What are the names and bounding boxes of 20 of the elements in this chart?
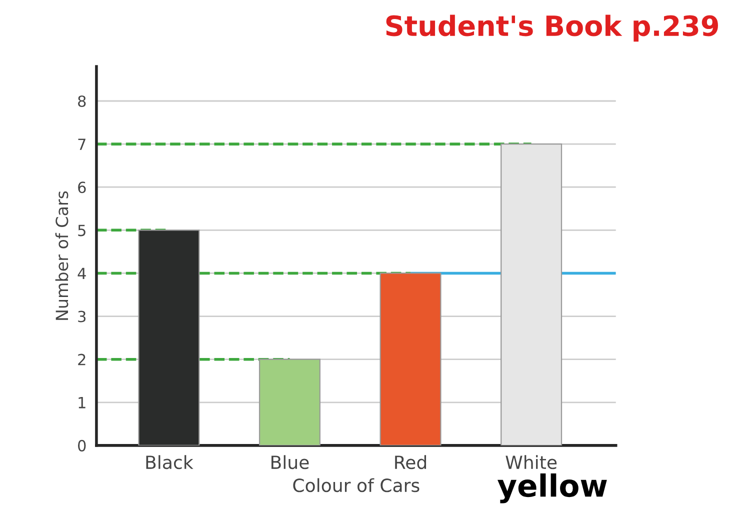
bar	[500, 144, 562, 446]
bar	[258, 358, 320, 446]
x-tick-label: Black	[146, 455, 194, 470]
y-tick-label: 1	[78, 397, 86, 408]
y-tick-label: 3	[78, 310, 86, 322]
x-axis-title: Colour of Cars	[293, 478, 420, 492]
y-axis-title: Number of Cars	[55, 191, 68, 320]
y-tick-label: 4	[78, 268, 86, 280]
chart-title: Student's Book p.239	[386, 14, 718, 42]
y-tick-label: 7	[78, 138, 86, 150]
x-tick-label: Red	[395, 455, 426, 470]
text: yellow	[498, 473, 607, 504]
y-tick-label: 6	[78, 182, 86, 194]
bar	[380, 272, 442, 446]
y-tick-label: 2	[78, 354, 86, 366]
y-tick-label: 5	[78, 224, 86, 236]
x-tick-label: White	[506, 455, 557, 470]
y-tick-label: 8	[78, 95, 86, 108]
x-tick-label: Blue	[272, 455, 309, 470]
y-tick-label: 0	[78, 440, 86, 452]
